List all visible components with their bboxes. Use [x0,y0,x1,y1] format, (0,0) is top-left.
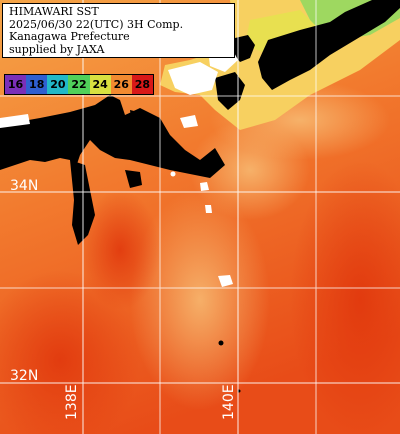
island-oshima [200,182,209,191]
cool-eddy [130,190,270,410]
title-box: HIMAWARI SST 2025/06/30 22(UTC) 3H Comp.… [2,3,235,58]
warm-area [80,190,160,310]
legend-cell-26: 26 [110,75,132,94]
land-fragment [130,110,150,128]
island-hachijo [218,340,224,346]
lon-label-140e: 140E [221,384,237,420]
date-line: 2025/06/30 22(UTC) 3H Comp. [9,17,184,31]
island-small [170,171,176,177]
credit-line: supplied by JAXA [9,42,105,56]
region-line: Kanagawa Prefecture [9,30,130,44]
legend-cell-18: 18 [26,75,48,94]
lon-label-138e: 138E [64,384,80,420]
legend-cell-28: 28 [131,75,153,94]
no-data-patch [180,115,198,128]
lat-label-34n: 34N [10,178,39,194]
land-honshu-east [258,0,400,90]
island-niijima [205,205,212,213]
legend-cell-24: 24 [89,75,111,94]
legend-cell-20: 20 [47,75,69,94]
no-data-patch [0,114,30,128]
warm-area [0,270,140,434]
temperature-legend: 16 18 20 22 24 26 28 [4,74,154,95]
island-miyake [218,275,233,287]
no-data-patch [168,62,218,95]
land-fragment [125,170,142,188]
lat-label-32n: 32N [10,368,39,384]
legend-cell-22: 22 [68,75,90,94]
legend-cell-16: 16 [5,75,27,94]
warm-area [290,160,400,434]
land-izu [0,95,225,178]
title-line: HIMAWARI SST [9,5,99,18]
